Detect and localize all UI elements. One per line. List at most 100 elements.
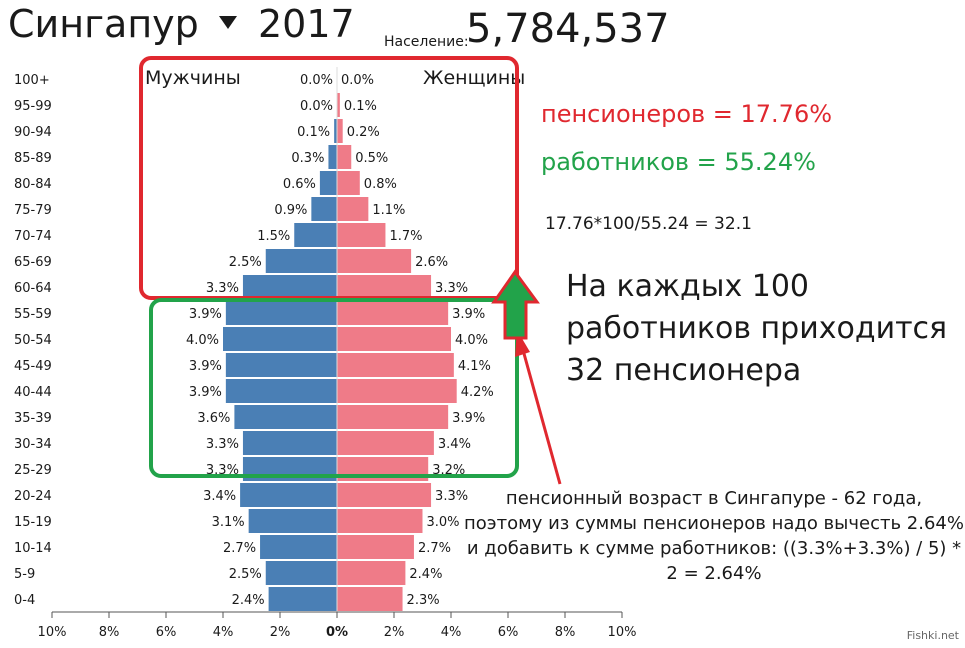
pointer-arrow-line — [521, 349, 562, 485]
age-label: 15-19 — [14, 515, 52, 530]
bar-female — [337, 171, 360, 195]
x-tick-label: 2% — [384, 625, 405, 640]
transfer-arrow-icon — [491, 269, 540, 340]
population-label: Население: — [384, 34, 469, 50]
bar-female — [337, 275, 432, 299]
value-label-female: 3.9% — [452, 307, 485, 322]
bar-female — [337, 119, 343, 143]
bar-male — [260, 535, 337, 559]
value-label-male: 3.6% — [197, 411, 230, 426]
workers-box — [149, 298, 519, 478]
x-tick-label: 0% — [326, 625, 348, 640]
x-tick-label: 6% — [498, 625, 519, 640]
workers-note: работников = 55.24% — [541, 148, 816, 176]
x-tick-label: 4% — [441, 625, 462, 640]
value-label-male: 3.9% — [189, 385, 222, 400]
age-label: 45-49 — [14, 359, 52, 374]
age-label: 10-14 — [14, 541, 52, 556]
value-label-female: 2.6% — [415, 255, 448, 270]
value-label-male: 0.0% — [300, 99, 333, 114]
bar-male — [225, 353, 337, 377]
x-tick-label: 4% — [213, 625, 234, 640]
bar-male — [248, 509, 337, 533]
value-label-female: 0.5% — [355, 151, 388, 166]
pensioners-note: пенсионеров = 17.76% — [541, 100, 833, 128]
value-label-female: 3.3% — [435, 489, 468, 504]
value-label-male: 1.5% — [257, 229, 290, 244]
age-label: 100+ — [14, 73, 50, 88]
bar-male — [328, 145, 337, 169]
value-label-female: 4.2% — [461, 385, 494, 400]
country-title[interactable]: Сингапур — [8, 2, 199, 46]
value-label-male: 3.4% — [203, 489, 236, 504]
value-label-male: 0.0% — [300, 73, 333, 88]
x-tick-label: 10% — [38, 625, 67, 640]
value-label-male: 2.5% — [229, 255, 262, 270]
bar-male — [311, 197, 337, 221]
value-label-female: 3.4% — [438, 437, 471, 452]
age-label: 65-69 — [14, 255, 52, 270]
age-label: 95-99 — [14, 99, 52, 114]
age-label: 40-44 — [14, 385, 52, 400]
conclusion-text: На каждых 100 работников приходится 32 п… — [566, 269, 948, 388]
x-tick-label: 6% — [156, 625, 177, 640]
value-label-female: 2.4% — [409, 567, 442, 582]
value-label-male: 2.5% — [229, 567, 262, 582]
bar-male — [242, 431, 337, 455]
age-label: 55-59 — [14, 307, 52, 322]
value-label-female: 3.0% — [427, 515, 460, 530]
age-label: 35-39 — [14, 411, 52, 426]
population-value: 5,784,537 — [466, 6, 670, 52]
value-label-male: 0.1% — [297, 125, 330, 140]
bar-male — [265, 561, 337, 585]
age-label: 25-29 — [14, 463, 52, 478]
legend-male: Мужчины — [145, 67, 241, 89]
bar-female — [337, 405, 449, 429]
value-label-female: 4.0% — [455, 333, 488, 348]
age-label: 50-54 — [14, 333, 52, 348]
value-label-male: 3.9% — [189, 359, 222, 374]
bar-male — [223, 327, 337, 351]
value-label-male: 3.9% — [189, 307, 222, 322]
bar-male — [268, 587, 337, 611]
bar-female — [337, 587, 403, 611]
bar-female — [337, 301, 449, 325]
bar-female — [337, 327, 451, 351]
bar-male — [319, 171, 337, 195]
bar-male — [234, 405, 337, 429]
age-label: 85-89 — [14, 151, 52, 166]
value-label-male: 2.7% — [223, 541, 256, 556]
legend-female: Женщины — [423, 67, 525, 89]
value-label-female: 3.9% — [452, 411, 485, 426]
value-label-male: 4.0% — [186, 333, 219, 348]
bar-male — [225, 301, 337, 325]
bar-female — [337, 561, 406, 585]
country-dropdown-icon[interactable] — [219, 16, 237, 29]
age-label: 5-9 — [14, 567, 35, 582]
value-label-male: 3.3% — [206, 437, 239, 452]
bar-male — [240, 483, 337, 507]
age-label: 75-79 — [14, 203, 52, 218]
watermark: Fishki.net — [906, 629, 959, 642]
age-label: 0-4 — [14, 593, 35, 608]
bar-male — [294, 223, 337, 247]
x-tick-label: 8% — [555, 625, 576, 640]
ratio-calculation: 17.76*100/55.24 = 32.1 — [545, 214, 752, 234]
bar-male — [334, 119, 337, 143]
bar-female — [337, 223, 386, 247]
x-tick-label: 8% — [99, 625, 120, 640]
bar-female — [337, 353, 454, 377]
bar-female — [337, 431, 434, 455]
bar-female — [337, 535, 414, 559]
bar-female — [337, 145, 352, 169]
value-label-male: 2.4% — [232, 593, 265, 608]
age-label: 20-24 — [14, 489, 52, 504]
year-title: 2017 — [258, 2, 355, 46]
age-label: 80-84 — [14, 177, 52, 192]
bar-female — [337, 379, 457, 403]
value-label-female: 0.8% — [364, 177, 397, 192]
value-label-female: 1.7% — [389, 229, 422, 244]
value-label-male: 0.9% — [274, 203, 307, 218]
age-label: 60-64 — [14, 281, 52, 296]
value-label-female: 2.3% — [407, 593, 440, 608]
